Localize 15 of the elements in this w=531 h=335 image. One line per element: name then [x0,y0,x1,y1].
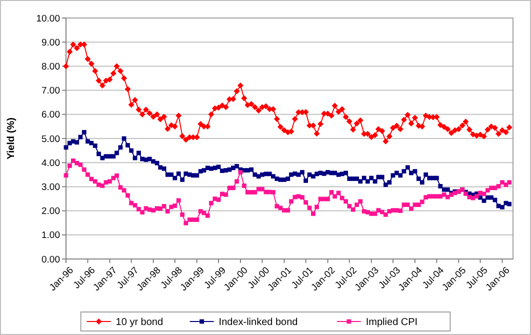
y-tick-label: 3.00 [42,182,60,194]
y-tick-label: 4.00 [42,158,60,169]
legend-label: 10 yr bond [116,317,164,328]
y-tick-label: 6.00 [42,110,60,121]
y-tick-label: 0.00 [42,254,60,266]
y-tick-label: 2.00 [42,206,60,218]
y-tick-label: 7.00 [42,86,60,97]
y-axis-title: Yield (%) [6,118,17,160]
y-tick-label: 8.00 [42,62,60,73]
legend-label: Implied CPI [366,317,418,328]
y-tick-label: 5.00 [42,134,60,145]
y-tick-label: 1.00 [42,230,60,242]
legend-label: Index-linked bond [218,317,298,328]
y-tick-label: 10.00 [36,13,60,24]
y-tick-label: 9.00 [42,37,60,48]
